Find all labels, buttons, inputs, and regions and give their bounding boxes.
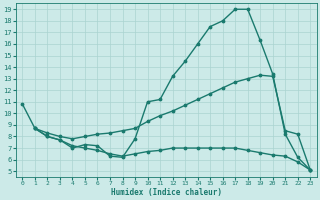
X-axis label: Humidex (Indice chaleur): Humidex (Indice chaleur) xyxy=(111,188,222,197)
